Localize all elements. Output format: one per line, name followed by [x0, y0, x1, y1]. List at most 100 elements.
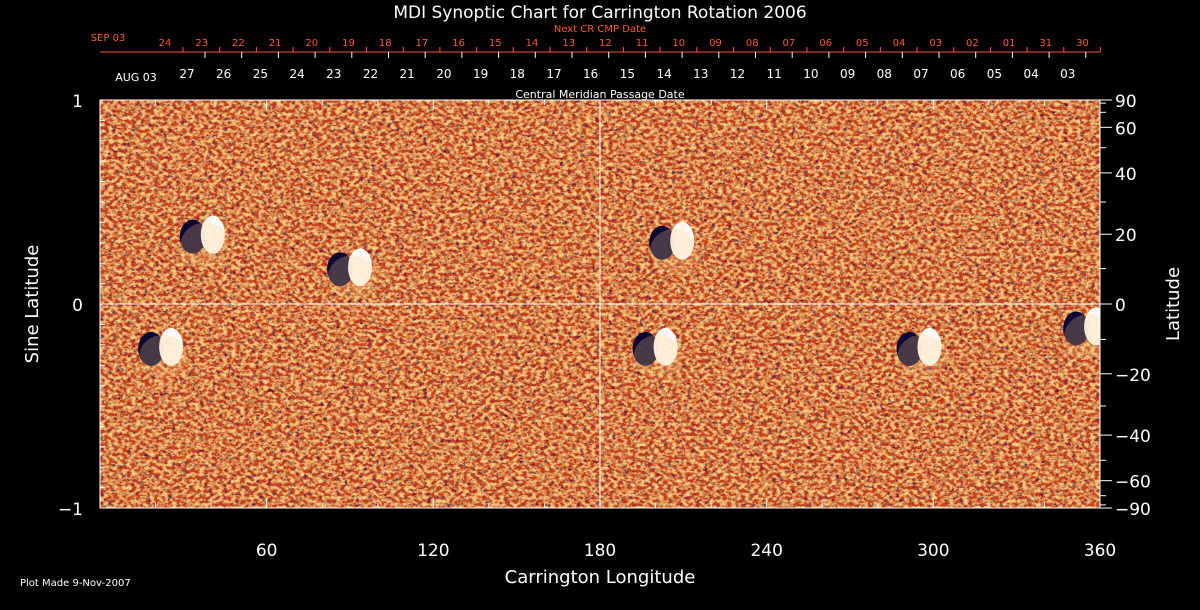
cmp-date-label: 26	[216, 67, 231, 81]
x-axis-label: Carrington Longitude	[505, 567, 696, 588]
next-cr-date-label: 02	[966, 38, 979, 49]
active-region	[138, 327, 188, 379]
plot-made-label: Plot Made 9-Nov-2007	[20, 578, 131, 589]
plage-halo	[139, 334, 188, 379]
next-cr-date-label: 04	[893, 38, 906, 49]
cmp-date-label: 08	[877, 67, 892, 81]
y-left-tick-label: 0	[72, 296, 83, 316]
next-cr-label: Next CR CMP Date	[554, 24, 646, 35]
y-axis-label-right: Latitude	[1163, 267, 1184, 341]
cmp-date-label: 22	[363, 67, 378, 81]
x-tick-label: 300	[917, 541, 949, 561]
cmp-date-label: 06	[950, 67, 965, 81]
y-left-tick-label: 1	[72, 92, 83, 112]
next-cr-date-label: 03	[929, 38, 942, 49]
active-region	[1063, 307, 1100, 359]
plage-halo	[328, 255, 376, 300]
x-tick-label: 60	[256, 541, 278, 561]
cmp-date-label: 16	[583, 67, 598, 81]
cmp-date-label: 20	[436, 67, 451, 81]
negative-polarity-blob	[649, 225, 676, 260]
x-tick-label: 240	[750, 541, 782, 561]
cmp-date-label: 25	[253, 67, 268, 81]
cmp-date-label: 19	[473, 67, 488, 81]
active-regions	[138, 215, 1100, 379]
plage-halo	[1064, 314, 1100, 359]
plage-halo	[180, 222, 229, 267]
cmp-date-label: 04	[1023, 67, 1038, 81]
next-cr-date-label: 06	[819, 38, 832, 49]
next-cr-date-label: 01	[1003, 38, 1016, 49]
next-cr-date-label: 12	[599, 38, 612, 49]
cmp-date-label: 23	[326, 67, 341, 81]
y-right-tick-label: −60	[1115, 473, 1151, 493]
y-right-tick-label: −40	[1115, 427, 1151, 447]
cmp-date-label: 07	[913, 67, 928, 81]
y-axis-label-left: Sine Latitude	[22, 245, 43, 364]
cmp-date-label: 14	[656, 67, 671, 81]
y-right-tick-label: 0	[1115, 296, 1126, 316]
next-cr-date-label: 19	[342, 38, 355, 49]
positive-polarity-blob	[200, 215, 225, 254]
positive-polarity-blob	[348, 248, 372, 287]
next-cr-date-label: 23	[195, 38, 208, 49]
y-right-tick-label: 20	[1115, 226, 1137, 246]
cmp-date-label: 11	[767, 67, 782, 81]
y-left-tick-label: −1	[58, 500, 83, 520]
active-region	[179, 215, 229, 267]
next-cr-date-label: 18	[379, 38, 392, 49]
plage-halo	[650, 228, 699, 273]
negative-polarity-blob	[1063, 311, 1090, 346]
y-right-tick-label: 40	[1115, 165, 1137, 185]
next-cr-date-label: 09	[709, 38, 722, 49]
next-cr-date-label: 22	[232, 38, 245, 49]
negative-polarity-blob	[632, 331, 659, 366]
negative-polarity-blob	[896, 331, 923, 366]
cmp-start-label: AUG 03	[115, 71, 157, 84]
next-cr-date-label: 16	[452, 38, 465, 49]
positive-polarity-blob	[917, 327, 942, 366]
negative-polarity-blob	[138, 331, 165, 366]
cmp-date-label: 17	[546, 67, 561, 81]
cmp-date-label: 12	[730, 67, 745, 81]
next-cr-date-label: 05	[856, 38, 869, 49]
x-tick-label: 120	[417, 541, 449, 561]
next-cr-date-label: 20	[305, 38, 318, 49]
chart-title: MDI Synoptic Chart for Carrington Rotati…	[393, 3, 806, 23]
next-cr-date-label: 31	[1039, 38, 1052, 49]
active-region	[327, 248, 376, 300]
positive-polarity-blob	[670, 221, 695, 260]
cmp-date-label: 21	[400, 67, 415, 81]
y-right-tick-label: 60	[1115, 119, 1137, 139]
cmp-date-label: 27	[179, 67, 194, 81]
next-cr-date-label: 13	[562, 38, 575, 49]
negative-polarity-blob	[327, 252, 353, 287]
plage-halo	[633, 334, 682, 379]
axes: 60 120 180 240 300 360 1 0 −1 90 60 40 20 0 −20 −40 −60 −…	[58, 92, 1151, 561]
cmp-date-label: 05	[987, 67, 1002, 81]
negative-polarity-blob	[179, 219, 206, 254]
next-cr-start-label: SEP 03	[91, 33, 126, 44]
active-region	[649, 221, 699, 273]
next-cr-date-label: 10	[672, 38, 685, 49]
next-cr-date-label: 21	[269, 38, 282, 49]
positive-polarity-blob	[1084, 307, 1100, 346]
next-cr-date-label: 07	[783, 38, 796, 49]
positive-polarity-blob	[159, 327, 184, 366]
cmp-date-label: 15	[620, 67, 635, 81]
active-region	[896, 327, 946, 379]
date-axes: 27 26 25 24 23 22 21 20 19 18 17 16 15 14 13 12 11 10 09 08…	[159, 38, 1101, 81]
next-cr-date-label: 08	[746, 38, 759, 49]
cmp-date-label: 03	[1060, 67, 1075, 81]
y-right-tick-label: −90	[1115, 500, 1151, 520]
x-tick-label: 360	[1084, 541, 1116, 561]
y-right-tick-label: −20	[1115, 366, 1151, 386]
next-cr-date-label: 15	[489, 38, 502, 49]
cmp-date-label: 10	[803, 67, 818, 81]
next-cr-date-label: 17	[416, 38, 429, 49]
next-cr-date-label: 14	[526, 38, 539, 49]
plage-halo	[897, 334, 946, 379]
cmp-date-label: 09	[840, 67, 855, 81]
next-cr-date-label: 30	[1076, 38, 1089, 49]
